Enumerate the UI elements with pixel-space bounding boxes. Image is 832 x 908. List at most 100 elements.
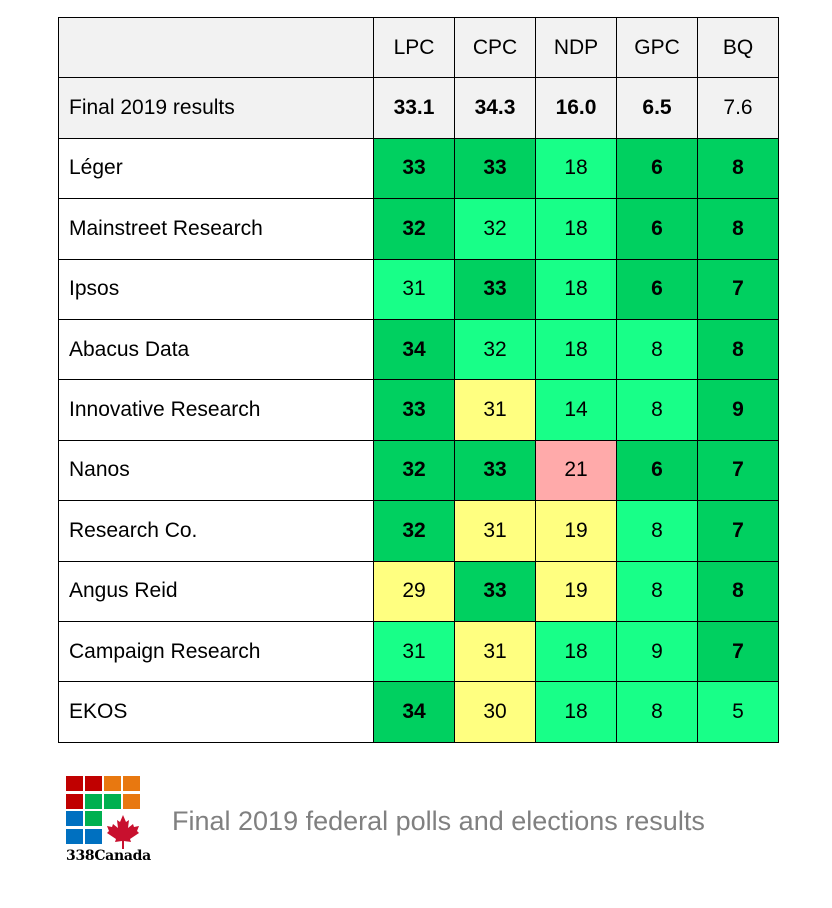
poll-value-cell: 31 (454, 500, 536, 562)
pollster-row: Angus Reid 29 33 19 8 8 (58, 560, 779, 622)
column-header-gpc: GPC (616, 16, 698, 79)
pollster-row: Campaign Research 31 31 18 9 7 (58, 620, 779, 683)
poll-value-cell: 34 (373, 318, 455, 381)
poll-value-cell: 18 (535, 318, 617, 381)
poll-value-cell: 7 (697, 500, 779, 562)
poll-value-cell: 33 (454, 560, 536, 622)
logo-square (85, 776, 102, 791)
pollster-name: Léger (58, 137, 374, 200)
logo-square (66, 811, 83, 826)
column-header-cpc: CPC (454, 16, 536, 79)
logo-square (123, 776, 140, 791)
poll-value-cell: 33 (373, 137, 455, 200)
caption: Final 2019 federal polls and elections r… (172, 806, 705, 836)
poll-value-cell: 8 (697, 198, 779, 260)
poll-value-cell: 32 (454, 198, 536, 260)
poll-value-cell: 29 (373, 560, 455, 622)
corner-cell (58, 16, 374, 79)
logo-square (66, 776, 83, 791)
poll-value-cell: 33 (454, 439, 536, 502)
pollster-row: Ipsos 31 33 18 6 7 (58, 258, 779, 320)
poll-value-cell: 34 (373, 681, 455, 743)
poll-value-cell: 30 (454, 681, 536, 743)
poll-value-cell: 8 (616, 379, 698, 441)
logo-square (66, 828, 83, 844)
final-result-cell: 7.6 (697, 77, 779, 139)
poll-value-cell: 18 (535, 620, 617, 683)
pollster-name: Campaign Research (58, 620, 374, 683)
poll-value-cell: 7 (697, 620, 779, 683)
logo-square (104, 776, 121, 791)
pollster-row: Léger 33 33 18 6 8 (58, 137, 779, 200)
poll-value-cell: 8 (697, 560, 779, 622)
pollster-name: Innovative Research (58, 379, 374, 441)
pollster-row: EKOS 34 30 18 8 5 (58, 681, 779, 743)
column-header-bq: BQ (697, 16, 779, 79)
poll-value-cell: 18 (535, 258, 617, 320)
poll-value-cell: 8 (616, 681, 698, 743)
poll-value-cell: 32 (373, 439, 455, 502)
pollster-row: Mainstreet Research 32 32 18 6 8 (58, 198, 779, 260)
poll-value-cell: 9 (697, 379, 779, 441)
pollster-row: Abacus Data 34 32 18 8 8 (58, 318, 779, 381)
poll-value-cell: 18 (535, 137, 617, 200)
row-label: Final 2019 results (58, 77, 374, 139)
pollster-name: EKOS (58, 681, 374, 743)
poll-value-cell: 9 (616, 620, 698, 683)
poll-value-cell: 33 (373, 379, 455, 441)
poll-value-cell: 33 (454, 137, 536, 200)
poll-value-cell: 6 (616, 198, 698, 260)
poll-value-cell: 21 (535, 439, 617, 502)
poll-value-cell: 32 (373, 198, 455, 260)
poll-value-cell: 8 (616, 500, 698, 562)
338canada-logo: 338Canada (66, 776, 152, 864)
poll-value-cell: 18 (535, 681, 617, 743)
poll-value-cell: 32 (454, 318, 536, 381)
poll-value-cell: 18 (535, 198, 617, 260)
column-header-ndp: NDP (535, 16, 617, 79)
logo-square (85, 828, 102, 844)
column-header-lpc: LPC (373, 16, 455, 79)
poll-value-cell: 32 (373, 500, 455, 562)
pollster-name: Ipsos (58, 258, 374, 320)
poll-value-cell: 8 (697, 318, 779, 381)
poll-value-cell: 7 (697, 258, 779, 320)
poll-value-cell: 6 (616, 258, 698, 320)
logo-square (85, 793, 102, 809)
final-result-cell: 6.5 (616, 77, 698, 139)
poll-results-table: LPC CPC NDP GPC BQ Final 2019 results 33.1 34.3… (58, 16, 779, 743)
logo-square (85, 811, 102, 826)
pollster-row: Research Co. 32 31 19 8 7 (58, 500, 779, 562)
pollster-name: Nanos (58, 439, 374, 502)
pollster-name: Research Co. (58, 500, 374, 562)
logo-square (66, 793, 83, 809)
poll-value-cell: 31 (373, 620, 455, 683)
poll-value-cell: 19 (535, 500, 617, 562)
pollster-name: Angus Reid (58, 560, 374, 622)
poll-value-cell: 31 (454, 379, 536, 441)
final-result-cell: 33.1 (373, 77, 455, 139)
poll-value-cell: 14 (535, 379, 617, 441)
poll-value-cell: 31 (373, 258, 455, 320)
logo-grid-icon (66, 776, 142, 849)
logo-square (123, 793, 140, 809)
poll-value-cell: 6 (616, 439, 698, 502)
pollster-name: Abacus Data (58, 318, 374, 381)
pollster-name: Mainstreet Research (58, 198, 374, 260)
poll-value-cell: 19 (535, 560, 617, 622)
poll-value-cell: 7 (697, 439, 779, 502)
final-result-cell: 16.0 (535, 77, 617, 139)
maple-leaf-icon (107, 815, 139, 849)
final-results-row: Final 2019 results 33.1 34.3 16.0 6.5 7.6 (58, 77, 779, 139)
poll-value-cell: 8 (616, 560, 698, 622)
logo-text: 338Canada (66, 848, 151, 864)
poll-value-cell: 6 (616, 137, 698, 200)
poll-value-cell: 8 (697, 137, 779, 200)
logo-square (104, 793, 121, 809)
pollster-row: Nanos 32 33 21 6 7 (58, 439, 779, 502)
pollster-row: Innovative Research 33 31 14 8 9 (58, 379, 779, 441)
poll-value-cell: 5 (697, 681, 779, 743)
poll-value-cell: 33 (454, 258, 536, 320)
poll-value-cell: 31 (454, 620, 536, 683)
final-result-cell: 34.3 (454, 77, 536, 139)
